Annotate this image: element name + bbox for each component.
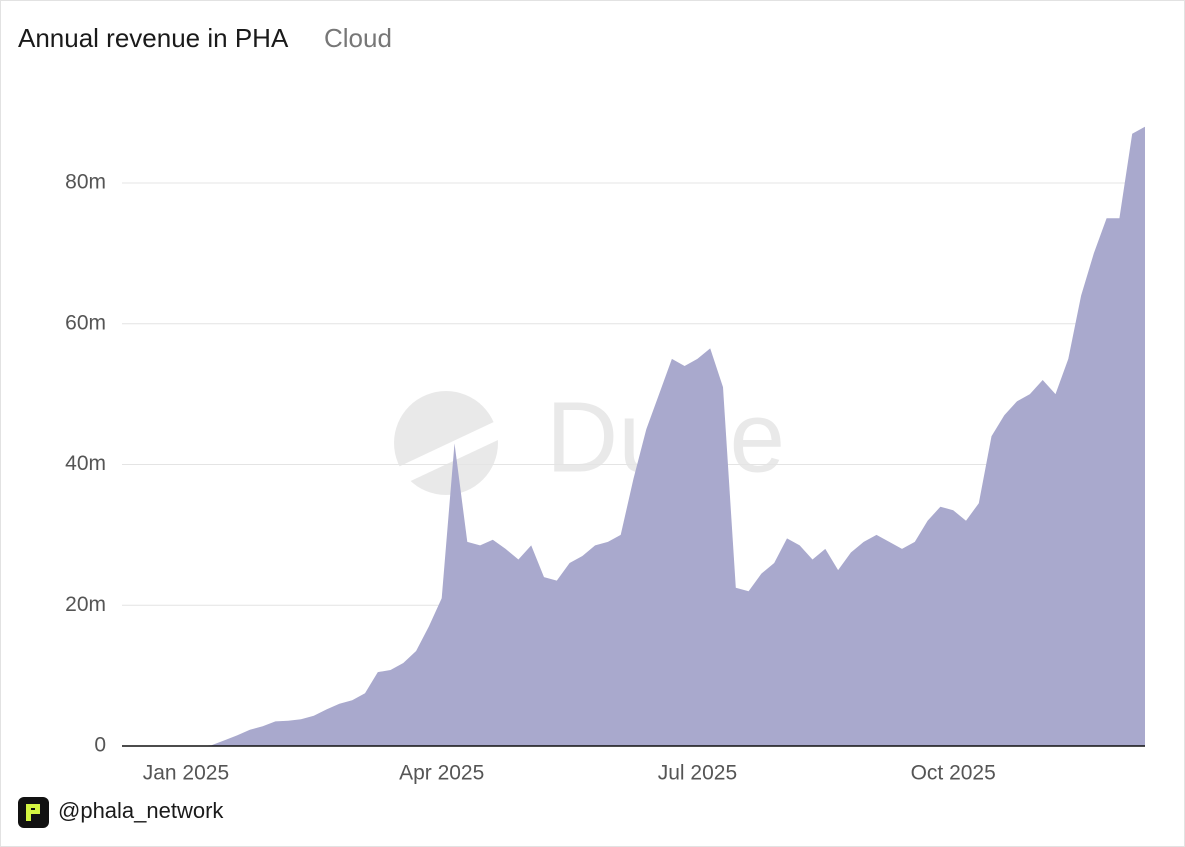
x-tick-label: Oct 2025 <box>911 762 996 785</box>
y-tick-label: 40m <box>65 452 106 475</box>
y-tick-label: 20m <box>65 593 106 616</box>
watermark-logo <box>394 391 498 495</box>
area <box>122 126 1145 746</box>
y-tick-label: 0 <box>94 734 106 757</box>
x-tick-label: Jul 2025 <box>658 762 737 785</box>
x-tick-label: Apr 2025 <box>399 762 484 785</box>
x-tick-label: Jan 2025 <box>143 762 229 785</box>
chart-title: Annual revenue in PHA <box>18 23 289 53</box>
footer-handle: @phala_network <box>58 798 224 823</box>
chart-subtitle: Cloud <box>324 23 392 53</box>
logo-mark <box>26 804 40 821</box>
y-tick-label: 80m <box>65 171 106 194</box>
y-tick-label: 60m <box>65 311 106 334</box>
